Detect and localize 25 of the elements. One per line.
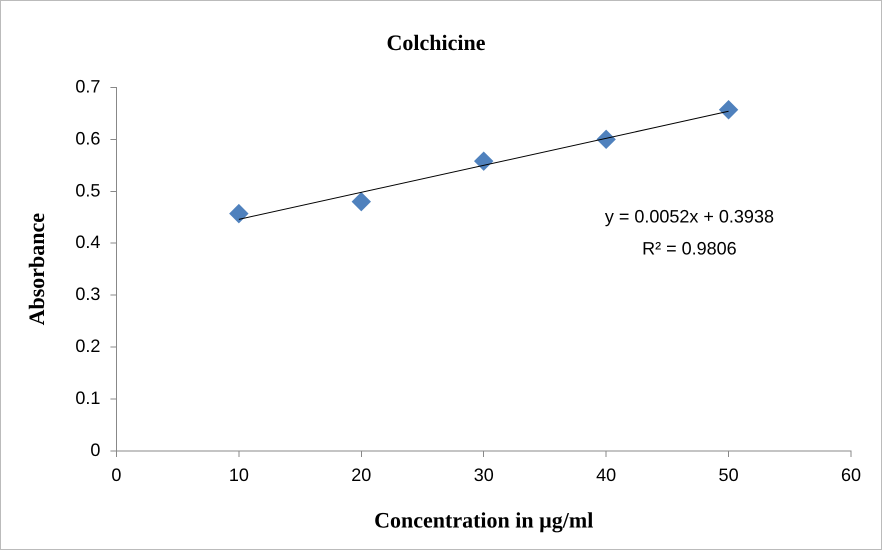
y-tick-label: 0.5 — [75, 180, 100, 200]
y-tick-label: 0.6 — [75, 128, 100, 148]
y-tick-label: 0.4 — [75, 232, 100, 252]
point — [719, 100, 738, 120]
x-tick-label: 10 — [228, 464, 249, 485]
x-axis-title: Concentration in µg/ml — [374, 507, 594, 532]
y-tick-label: 0.7 — [75, 76, 100, 96]
y-tick-label: 0.1 — [75, 388, 100, 408]
annotation: y = 0.0052x + 0.3938 — [604, 206, 774, 226]
chart-title: Colchicine — [386, 30, 486, 55]
annotation: R² = 0.9806 — [642, 238, 737, 258]
x-tick-label: 0 — [111, 464, 122, 485]
x-tick-label: 40 — [596, 464, 616, 485]
x-tick-label: 20 — [351, 464, 372, 485]
point — [229, 204, 248, 224]
y-axis-title: Absorbance — [24, 212, 49, 326]
x-tick-label: 50 — [718, 464, 739, 485]
point — [596, 130, 616, 149]
y-tick-label: 0 — [90, 440, 100, 460]
point — [352, 192, 371, 212]
point — [474, 152, 494, 171]
y-tick-label: 0.2 — [75, 336, 100, 356]
x-tick-label: 30 — [474, 464, 494, 485]
x-tick-label: 60 — [840, 464, 862, 485]
y-tick-label: 0.3 — [75, 284, 100, 304]
